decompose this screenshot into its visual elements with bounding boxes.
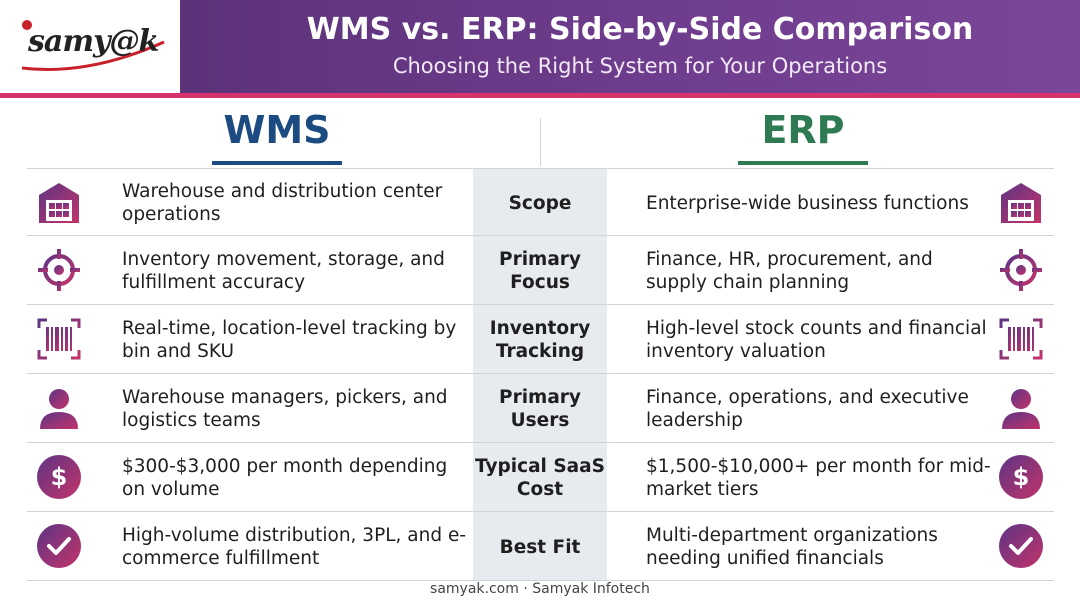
wms-heading-underline xyxy=(212,161,342,165)
wms-cell: $300-$3,000 per month depending on volum… xyxy=(122,456,448,500)
wms-cell: Warehouse managers, pickers, and logisti… xyxy=(122,387,448,431)
table-row: Real-time, location-level tracking by bi… xyxy=(27,306,1054,374)
dollar-icon: $ xyxy=(998,454,1044,500)
footer-credit: samyak.com · Samyak Infotech xyxy=(430,581,650,597)
accent-stripe xyxy=(0,93,1080,98)
title-banner: WMS vs. ERP: Side-by-Side Comparison Cho… xyxy=(180,0,1080,93)
erp-column-heading: ERP xyxy=(761,108,845,152)
table-row: High-volume distribution, 3PL, and e-com… xyxy=(27,513,1054,581)
criteria-label: Scope xyxy=(508,192,572,214)
user-icon xyxy=(36,385,82,431)
target-icon xyxy=(36,247,82,293)
logo[interactable]: samy@k xyxy=(0,0,180,93)
criteria-label: Best Fit xyxy=(499,536,581,558)
criteria-label: Primary Users xyxy=(499,387,581,431)
criteria-label: Typical SaaS Cost xyxy=(475,456,605,500)
wms-cell: Real-time, location-level tracking by bi… xyxy=(122,318,457,362)
check-icon xyxy=(998,523,1044,569)
table-row: $ $300-$3,000 per month depending on vol… xyxy=(27,444,1054,512)
page-subtitle: Choosing the Right System for Your Opera… xyxy=(392,54,888,78)
wms-cell: Inventory movement, storage, and fulfill… xyxy=(122,249,445,293)
erp-cell: High-level stock counts and financial in… xyxy=(646,318,987,362)
criteria-label: Inventory Tracking xyxy=(489,318,591,362)
dollar-icon: $ xyxy=(36,454,82,500)
erp-cell: $1,500-$10,000+ per month for mid-market… xyxy=(646,456,991,500)
column-divider xyxy=(540,118,541,166)
svg-text:$: $ xyxy=(1013,463,1030,491)
check-icon xyxy=(36,523,82,569)
user-icon xyxy=(998,385,1044,431)
table-row: Warehouse and distribution center operat… xyxy=(27,168,1054,236)
logo-dot xyxy=(22,20,32,30)
target-icon xyxy=(998,247,1044,293)
warehouse-icon xyxy=(998,179,1044,225)
table-row: Warehouse managers, pickers, and logisti… xyxy=(27,375,1054,443)
wms-cell: Warehouse and distribution center operat… xyxy=(122,181,443,225)
erp-cell: Finance, operations, and executive leade… xyxy=(646,387,969,431)
logo-swoosh-icon xyxy=(21,40,165,71)
criteria-label: Primary Focus xyxy=(499,249,581,293)
barcode-icon xyxy=(36,316,82,362)
header: samy@k WMS vs. ERP: Side-by-Side Compari… xyxy=(0,0,1080,98)
erp-cell: Multi-department organizations needing u… xyxy=(646,525,938,569)
wms-cell: High-volume distribution, 3PL, and e-com… xyxy=(122,525,467,569)
erp-cell: Enterprise-wide business functions xyxy=(646,192,969,214)
wms-column-heading: WMS xyxy=(223,108,331,152)
page-title: WMS vs. ERP: Side-by-Side Comparison xyxy=(306,12,974,47)
erp-cell: Finance, HR, procurement, and supply cha… xyxy=(646,249,933,293)
logo-text: samy@k xyxy=(28,24,159,59)
barcode-icon xyxy=(998,316,1044,362)
erp-heading-underline xyxy=(738,161,868,165)
warehouse-icon xyxy=(36,179,82,225)
table-row: Inventory movement, storage, and fulfill… xyxy=(27,237,1054,305)
svg-text:$: $ xyxy=(51,463,68,491)
